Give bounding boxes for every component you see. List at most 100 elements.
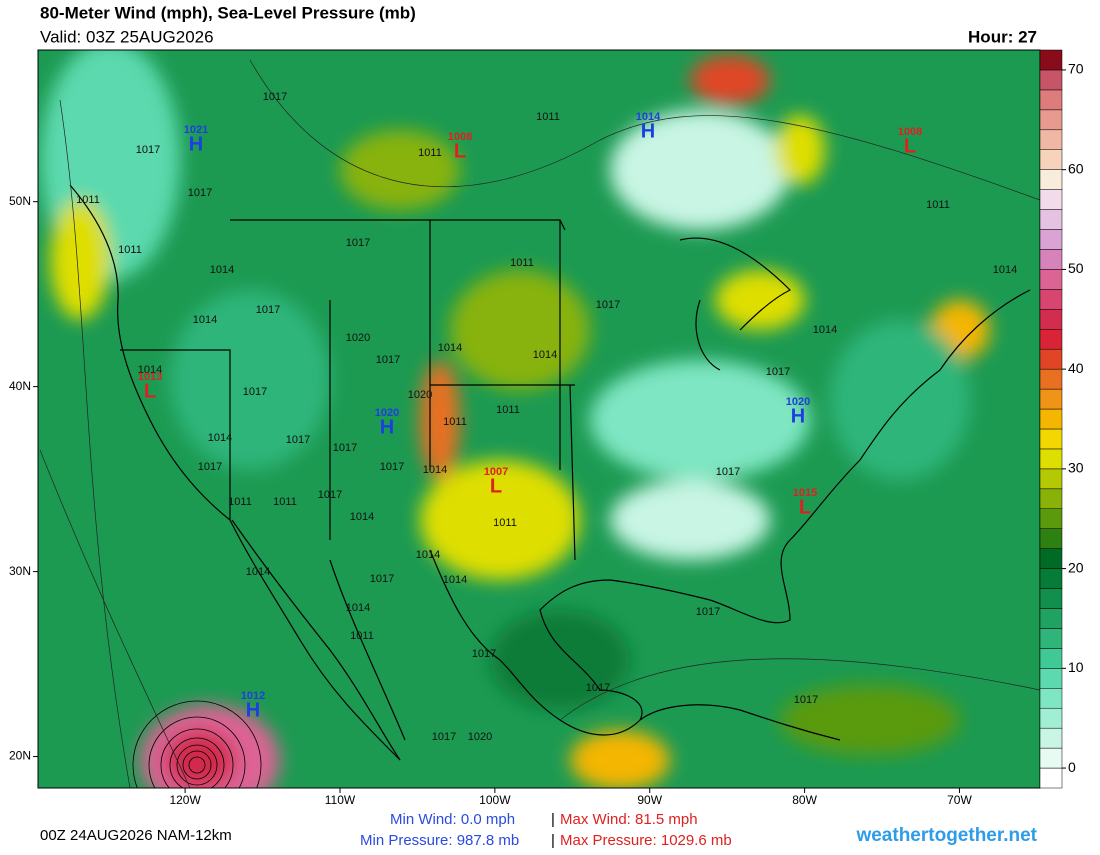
color-bin [1039,109,1063,131]
isobar-label: 1014 [813,324,837,336]
color-bin [1039,668,1063,689]
isobar-label: 1017 [376,354,400,366]
isobar-label: 1011 [443,416,467,428]
isobar-label: 1011 [536,111,560,123]
lon-label: 110W [325,793,356,807]
min-wind: Min Wind: 0.0 mph [390,811,515,828]
center-value: 1008 [898,126,922,138]
overlay: 120W 110W 100W 90W 80W 70W20N30N40N50N0102030… [9,49,1084,807]
isobar-label: 1017 [346,237,370,249]
model-run: 00Z 24AUG2026 NAM-12km [40,827,232,844]
lat-label: 50N [9,194,31,208]
color-bin [1039,747,1063,769]
color-bin [1039,89,1063,111]
isobar-label: 1011 [418,147,442,159]
color-bin [1039,707,1063,729]
valid-time: Valid: 03Z 25AUG2026 [40,27,214,46]
colorbar-label: 70 [1068,61,1084,77]
isobar-label: 1017 [586,682,610,694]
center-value: 1020 [375,407,399,419]
isobar-label: 1014 [423,464,447,476]
color-bin [1039,169,1063,190]
isobar-label: 1020 [408,389,432,401]
isobar-label: 1017 [596,299,620,311]
colorbar-label: 20 [1068,559,1084,575]
color-bin [1039,368,1063,390]
isobar-label: 1017 [333,442,357,454]
color-bin [1039,468,1063,490]
color-bin [1039,688,1063,709]
isobar-label: 1017 [263,91,287,103]
isobar-label: 1014 [350,511,374,523]
color-bin [1039,608,1063,629]
isobar-label: 1017 [766,366,790,378]
site-name: weathertogether.net [855,825,1037,846]
isobar-label: 1011 [926,199,950,211]
forecast-hour: Hour: 27 [968,27,1037,46]
color-bin [1039,408,1063,430]
isobar-label: 1011 [493,517,517,529]
color-bin [1039,69,1063,91]
color-bin [1039,149,1063,170]
color-bin [1039,289,1063,310]
isobars [39,59,1040,788]
separator: | [551,832,555,849]
center-letter: L [454,140,466,162]
center-value: 1008 [448,131,472,143]
isobar-label: 1017 [380,461,404,473]
isobar-label: 1014 [346,602,370,614]
center-letter: H [641,120,655,142]
max-pressure: Max Pressure: 1029.6 mb [560,832,732,849]
color-bin [1039,648,1063,669]
center-letter: L [799,496,811,518]
color-bin [1039,269,1063,290]
center-letter: L [490,475,502,497]
isobar-label: 1020 [468,731,492,743]
colorbar-label: 60 [1068,160,1084,176]
colorbar-label: 10 [1068,659,1084,675]
color-bin [1039,309,1063,330]
hurricane-isobars [132,700,262,788]
map [38,50,1040,788]
lat-label: 20N [9,749,31,763]
center-value: 1021 [184,124,208,136]
isobar-label: 1017 [256,304,280,316]
lat-label: 30N [9,564,31,578]
center-value: 1015 [793,487,817,499]
color-bin [1039,528,1063,549]
isobar-label: 1017 [432,731,456,743]
isobar-label: 1017 [716,466,740,478]
isobar-label: 1017 [286,434,310,446]
isobar-label: 1017 [370,573,394,585]
isobar-label: 1011 [273,496,297,508]
isobar-label: 1014 [138,364,162,376]
center-value: 1014 [636,111,661,123]
isobar-label: 1014 [416,549,440,561]
title: 80-Meter Wind (mph), Sea-Level Pressure … [40,3,416,22]
center-letter: L [144,380,156,402]
lon-label: 100W [479,793,511,807]
lon-label: 90W [637,793,662,807]
isobar-label: 1011 [510,257,534,269]
lon-label: 120W [169,793,201,807]
colorbar-label: 0 [1068,759,1076,775]
separator: | [551,811,555,828]
color-bin [1039,249,1063,270]
center-letter: H [380,416,394,438]
colorbar-label: 50 [1068,260,1084,276]
color-bin [1039,767,1063,789]
color-bin [1039,548,1063,569]
isobar-label: 1014 [246,566,270,578]
color-bin [1039,588,1063,609]
isobar-label: 1014 [210,264,234,276]
color-bin [1039,209,1063,230]
isobar-label: 1017 [696,606,720,618]
isobar-label: 1017 [318,489,342,501]
color-bin [1039,129,1063,150]
center-letter: H [189,133,203,155]
color-bin [1039,49,1063,71]
isobar-label: 1011 [76,194,100,206]
color-bin [1039,189,1063,210]
isobar-label: 1011 [350,630,374,642]
color-bin [1039,348,1063,370]
